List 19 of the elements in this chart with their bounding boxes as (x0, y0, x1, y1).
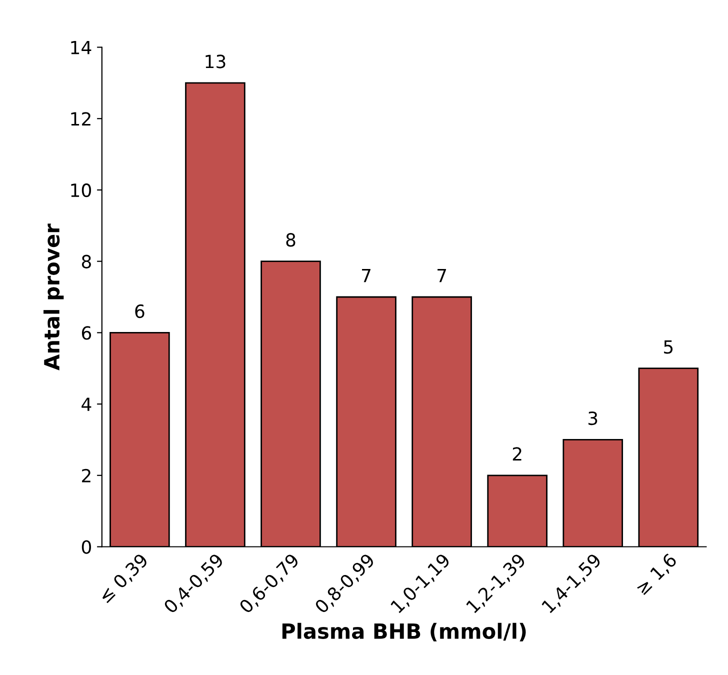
y-tick-label: 0 (82, 540, 91, 554)
x-tick-label: ≥ 1,6 (634, 552, 679, 597)
y-tick-label: 6 (82, 326, 92, 340)
y-axis-title: Antal prover (44, 224, 64, 370)
data-label: 7 (438, 268, 446, 282)
y-tick-label: 10 (71, 183, 91, 198)
data-label: 3 (588, 411, 598, 426)
data-label: 7 (362, 268, 370, 282)
y-tick-label: 14 (71, 40, 92, 54)
data-label: 8 (286, 233, 296, 247)
data-label: 2 (512, 447, 522, 461)
data-label: 6 (135, 304, 144, 318)
data-label: 13 (206, 54, 226, 68)
y-tick-label: 8 (82, 254, 91, 268)
y-tick-label: 2 (82, 468, 90, 482)
data-label: 5 (664, 340, 673, 354)
y-tick-label: 4 (82, 398, 92, 411)
x-axis-title: Plasma BHB (mmol/l) (282, 622, 526, 642)
y-tick-label: 12 (71, 112, 90, 126)
